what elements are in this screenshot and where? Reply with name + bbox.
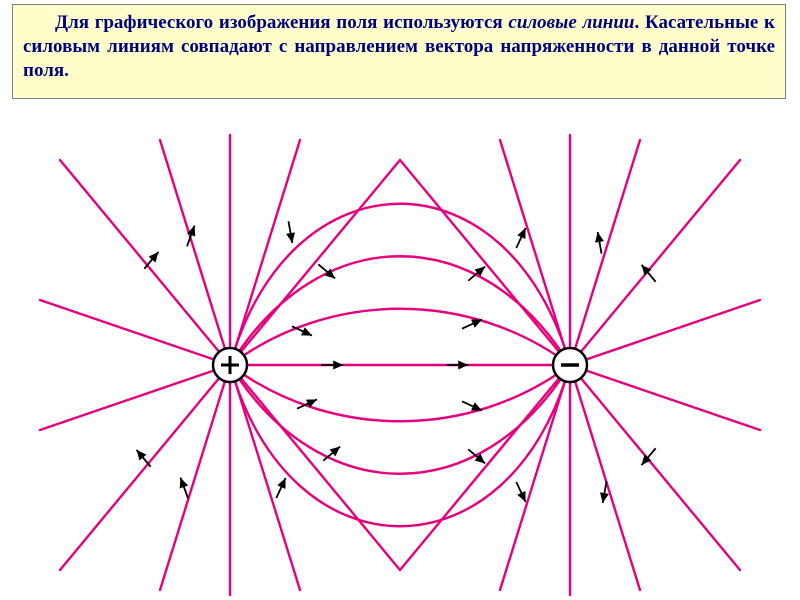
definition-box: Для графического изображения поля исполь… (12, 4, 786, 99)
def-text-a: Для графического изображения поля исполь… (55, 12, 508, 33)
field-lines-diagram (30, 130, 770, 600)
def-text-b: силовые линии (508, 12, 634, 33)
